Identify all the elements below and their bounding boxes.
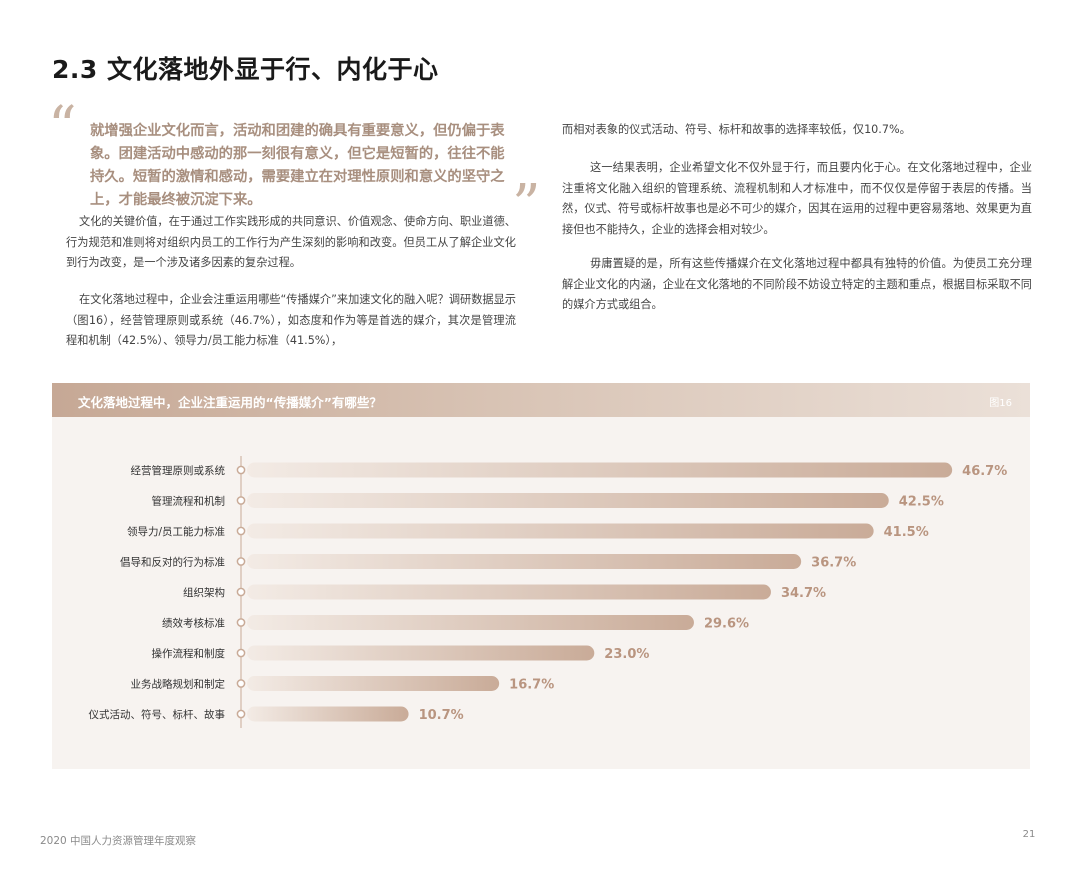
category-label: 管理流程和机制 bbox=[152, 495, 226, 508]
body-paragraph-5: 毋庸置疑的是，所有这些传播媒介在文化落地过程中都具有独特的价值。为使员工充分理解… bbox=[562, 257, 1032, 311]
figure-16-panel: 文化落地过程中，企业注重运用的“传播媒介”有哪些？ 图16 经营管理原则或系统 4… bbox=[52, 383, 1030, 769]
category-label: 操作流程和制度 bbox=[152, 647, 226, 660]
body-paragraph-3: 而相对表象的仪式活动、符号、标杆和故事的选择率较低，仅10.7%。 bbox=[562, 123, 911, 136]
value-label: 46.7% bbox=[962, 464, 1007, 479]
bar bbox=[247, 615, 694, 630]
value-label: 42.5% bbox=[899, 495, 944, 510]
axis-marker bbox=[236, 465, 246, 475]
axis-marker bbox=[236, 618, 246, 627]
value-label: 34.7% bbox=[781, 586, 826, 601]
close-quote-icon: ” bbox=[512, 173, 541, 238]
figure-label: 图16 bbox=[989, 398, 1012, 409]
axis-marker bbox=[236, 648, 246, 658]
section-title: 2.3 文化落地外显于行、内化于心 bbox=[52, 55, 439, 84]
body-paragraph-4: 这一结果表明，企业希望文化不仅外显于行，而且要内化于心。在文化落地过程中，企业注… bbox=[562, 161, 1032, 236]
category-label: 倡导和反对的行为标准 bbox=[120, 556, 225, 569]
value-label: 36.7% bbox=[811, 556, 856, 571]
open-quote-icon: “ bbox=[48, 95, 77, 160]
bar bbox=[247, 462, 953, 478]
value-label: 29.6% bbox=[704, 617, 749, 632]
footer-report-name: 2020 中国人力资源管理年度观察 bbox=[40, 835, 197, 847]
category-label: 业务战略规划和制定 bbox=[131, 678, 226, 691]
page-number: 21 bbox=[1022, 829, 1036, 840]
chart-title: 文化落地过程中，企业注重运用的“传播媒介”有哪些？ bbox=[78, 395, 382, 410]
category-label: 仪式活动、符号、标杆、故事 bbox=[89, 708, 226, 721]
axis-marker bbox=[236, 496, 246, 505]
value-label: 16.7% bbox=[509, 678, 554, 693]
pull-quote: 就增强企业文化而言，活动和团建的确具有重要意义，但仍偏于表象。团建活动中感动的那… bbox=[90, 123, 505, 208]
bar bbox=[247, 554, 802, 569]
bar bbox=[247, 493, 889, 508]
axis-marker bbox=[236, 679, 246, 688]
axis-marker bbox=[236, 526, 246, 536]
value-label: 10.7% bbox=[419, 708, 464, 723]
body-paragraph-2: 在文化落地过程中，企业会注重运用哪些“传播媒介”来加速文化的融入呢？调研数据显示… bbox=[66, 293, 516, 347]
bar bbox=[247, 584, 771, 600]
bar-chart: 经营管理原则或系统 46.7% 管理流程和机制 42.5% 领导力/员工能力标准 41.5… bbox=[89, 456, 1007, 728]
bar bbox=[247, 706, 409, 722]
category-label: 组织架构 bbox=[183, 586, 225, 599]
axis-marker bbox=[236, 709, 246, 719]
bar bbox=[247, 523, 874, 539]
body-paragraph-1: 文化的关键价值，在于通过工作实践形成的共同意识、价值观念、使命方向、职业道德、行… bbox=[66, 215, 516, 269]
value-label: 41.5% bbox=[884, 525, 929, 540]
chart-header: 文化落地过程中，企业注重运用的“传播媒介”有哪些？ 图16 bbox=[52, 383, 1030, 417]
axis-marker bbox=[236, 557, 246, 566]
category-label: 绩效考核标准 bbox=[162, 617, 225, 630]
bar bbox=[247, 676, 500, 691]
bar bbox=[247, 645, 595, 661]
category-label: 经营管理原则或系统 bbox=[131, 464, 226, 477]
value-label: 23.0% bbox=[604, 647, 649, 662]
axis-marker bbox=[236, 587, 246, 597]
category-label: 领导力/员工能力标准 bbox=[127, 525, 225, 538]
